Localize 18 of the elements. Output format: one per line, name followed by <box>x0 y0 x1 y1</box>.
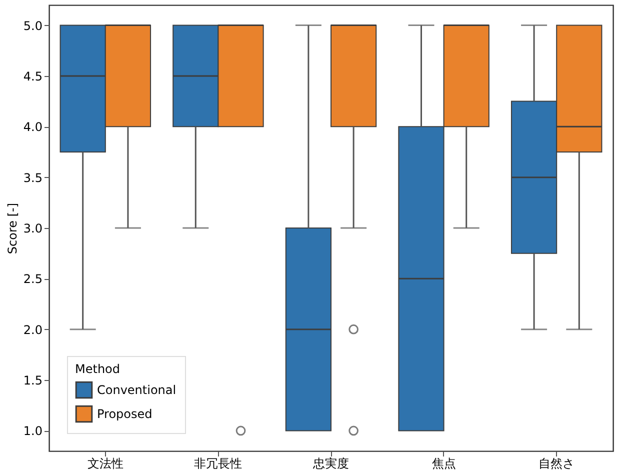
x-tick-label: 忠実度 <box>312 456 349 470</box>
y-tick-label: 4.5 <box>23 69 42 84</box>
y-tick-label: 4.0 <box>23 120 42 134</box>
y-axis-title: Score [-] <box>5 202 20 254</box>
x-tick-label: 非冗長性 <box>194 456 242 470</box>
x-tick-label: 自然さ <box>538 456 575 470</box>
legend-title: Method <box>75 362 120 376</box>
y-tick-label: 3.0 <box>23 222 42 236</box>
legend-label: Conventional <box>97 383 176 397</box>
y-tick-label: 3.5 <box>23 170 42 185</box>
y-tick-label: 5.0 <box>23 18 42 33</box>
x-tick-label: 焦点 <box>432 456 456 470</box>
y-tick-label: 1.5 <box>23 374 42 388</box>
y-tick-label: 2.5 <box>23 272 42 286</box>
y-tick-label: 1.0 <box>23 424 42 438</box>
x-tick-label: 文法性 <box>87 456 124 470</box>
y-tick-label: 2.0 <box>23 322 42 337</box>
legend-label: Proposed <box>97 407 152 421</box>
